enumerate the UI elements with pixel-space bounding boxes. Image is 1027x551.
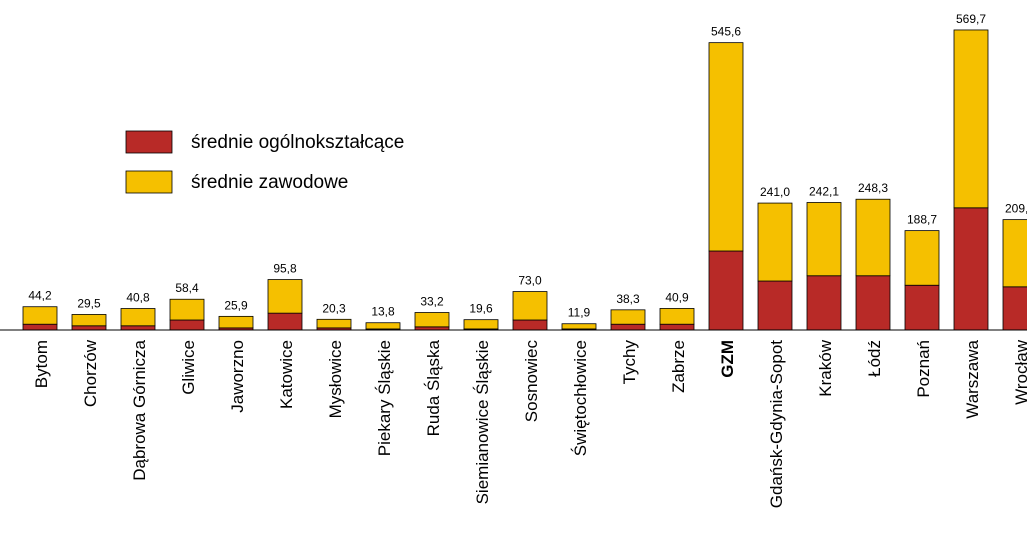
bar-segment xyxy=(904,284,940,331)
bar-segment xyxy=(267,312,303,331)
x-tick-label: Kraków xyxy=(816,339,835,396)
x-tick-label: Łódź xyxy=(865,340,884,377)
bar-segment xyxy=(414,312,450,328)
bar-segment xyxy=(561,323,597,330)
bar-segment xyxy=(512,319,548,331)
bar-segment xyxy=(708,42,744,252)
legend-label: średnie ogólnokształcące xyxy=(191,132,404,153)
bar-segment xyxy=(659,323,695,331)
bar-segment xyxy=(71,314,107,327)
bar-segment xyxy=(512,291,548,321)
x-tick-label: Sosnowiec xyxy=(522,340,541,423)
bar-segment xyxy=(463,319,499,330)
total-label: 40,8 xyxy=(126,291,150,305)
bar-segment xyxy=(22,323,58,331)
total-label: 38,3 xyxy=(616,292,640,306)
x-tick-label: Katowice xyxy=(277,340,296,409)
bar-segment xyxy=(953,29,989,209)
x-tick-label: Świętochłowice xyxy=(571,340,590,456)
total-label: 13,8 xyxy=(371,305,395,319)
total-label: 545,6 xyxy=(711,25,741,39)
x-tick-label: Ruda Śląska xyxy=(424,339,443,436)
bar-segment xyxy=(659,308,695,325)
bar-segment xyxy=(1002,286,1027,331)
bar-segment xyxy=(267,279,303,314)
total-label: 188,7 xyxy=(907,213,937,227)
total-label: 20,3 xyxy=(322,301,346,315)
x-tick-label: Gdańsk-Gdynia-Sopot xyxy=(767,340,786,508)
x-tick-label: Dąbrowa Górnicza xyxy=(130,339,149,480)
legend-swatch xyxy=(125,130,173,154)
total-label: 248,3 xyxy=(858,181,888,195)
bar-segment xyxy=(855,198,891,277)
x-tick-label: Bytom xyxy=(32,340,51,388)
bar-segment xyxy=(169,298,205,321)
x-tick-label: Jaworzno xyxy=(228,340,247,413)
total-label: 25,9 xyxy=(224,298,248,312)
bar-segment xyxy=(22,306,58,325)
legend-label: średnie zawodowe xyxy=(191,172,348,193)
total-label: 11,9 xyxy=(568,306,591,320)
x-tick-label: Poznań xyxy=(914,340,933,398)
bar-segment xyxy=(953,207,989,331)
x-tick-label: Tychy xyxy=(620,340,639,385)
total-label: 33,2 xyxy=(420,295,444,309)
total-label: 40,9 xyxy=(665,290,689,304)
total-label: 242,1 xyxy=(809,184,839,198)
x-tick-label: Zabrze xyxy=(669,340,688,393)
x-tick-label: Mysłowice xyxy=(326,340,345,418)
x-tick-label: Siemianowice Śląskie xyxy=(473,340,492,504)
bar-segment xyxy=(757,280,793,331)
x-tick-label: Warszawa xyxy=(963,339,982,418)
bar-segment xyxy=(120,308,156,327)
bar-segment xyxy=(904,230,940,286)
bar-segment xyxy=(610,323,646,331)
bar-segment xyxy=(855,275,891,331)
x-tick-label: Gliwice xyxy=(179,340,198,395)
total-label: 29,5 xyxy=(77,296,101,310)
bar-segment xyxy=(708,250,744,331)
legend-swatch xyxy=(125,170,173,194)
bar-segment xyxy=(120,325,156,331)
bar-segment xyxy=(1002,219,1027,288)
bar-segment xyxy=(806,202,842,277)
bar-segment xyxy=(218,315,254,329)
bar-segment xyxy=(365,322,401,330)
bar-segment xyxy=(757,202,793,282)
total-label: 44,2 xyxy=(28,289,52,303)
total-label: 209,6 xyxy=(1005,202,1027,216)
total-label: 58,4 xyxy=(175,281,199,295)
bar-segment xyxy=(610,309,646,325)
x-tick-label: GZM xyxy=(718,340,737,378)
bar-segment xyxy=(316,318,352,329)
total-label: 241,0 xyxy=(760,185,790,199)
total-label: 569,7 xyxy=(956,12,986,26)
bar-segment xyxy=(169,319,205,331)
bar-segment xyxy=(71,325,107,331)
x-tick-label: Piekary Śląskie xyxy=(375,340,394,456)
x-tick-label: Wrocław xyxy=(1012,339,1027,405)
bar-segment xyxy=(806,275,842,331)
x-tick-label: Chorzów xyxy=(81,339,100,407)
total-label: 73,0 xyxy=(518,274,542,288)
total-label: 19,6 xyxy=(469,302,493,316)
total-label: 95,8 xyxy=(273,262,297,276)
